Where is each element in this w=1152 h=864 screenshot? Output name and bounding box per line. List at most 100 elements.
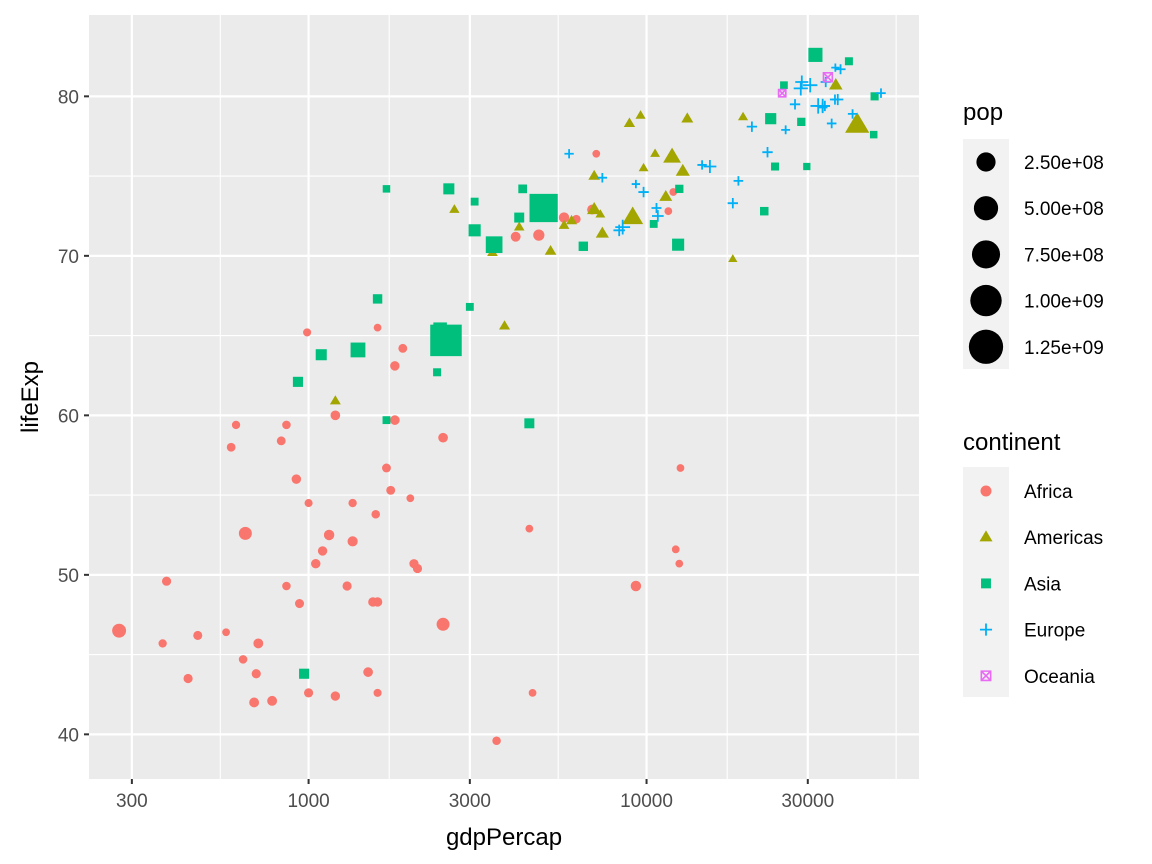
point-africa: [330, 410, 341, 421]
point-europe: [831, 63, 840, 72]
point-asia: [771, 162, 780, 171]
point-europe: [615, 219, 631, 235]
point-americas: [828, 78, 843, 90]
point-africa: [193, 630, 203, 640]
point-africa: [390, 415, 400, 425]
color-legend-key: [980, 485, 992, 497]
point-africa: [317, 546, 328, 556]
point-americas: [544, 244, 557, 255]
point-africa: [276, 436, 286, 446]
color-legend-key: [979, 530, 993, 542]
point-asia: [443, 183, 455, 195]
point-africa: [291, 474, 302, 484]
point-africa: [373, 688, 382, 697]
point-europe: [847, 109, 858, 119]
point-europe: [803, 78, 818, 93]
point-africa: [231, 420, 241, 430]
point-africa: [373, 323, 382, 332]
point-americas: [638, 162, 649, 172]
point-africa: [368, 597, 378, 607]
x-tick-label: 300: [116, 791, 148, 812]
point-europe: [835, 64, 846, 75]
size-legend: pop 2.50e+08 5.00e+08 7.50e+08 1.00e+09 1.25…: [963, 99, 1104, 369]
color-legend-label: Americas: [1024, 528, 1103, 549]
size-legend-label: 1.00e+09: [1024, 292, 1104, 313]
point-asia: [485, 236, 503, 254]
plot-panel: [89, 15, 919, 779]
point-europe: [826, 118, 837, 129]
point-asia: [869, 130, 878, 139]
color-legend: continent Africa Americas Asia Europe Oceani…: [963, 429, 1103, 697]
point-asia: [382, 416, 391, 425]
x-axis-ticks: 300 1000 3000 10000 30000: [116, 779, 834, 812]
x-tick-label: 30000: [781, 791, 834, 812]
major-grid: [89, 15, 919, 779]
point-africa: [390, 361, 400, 371]
point-africa: [323, 529, 335, 541]
size-legend-label: 5.00e+08: [1024, 199, 1104, 220]
point-africa: [371, 509, 380, 519]
color-legend-items: Africa Americas Asia Europe Oceania: [979, 482, 1103, 688]
point-africa: [222, 628, 230, 637]
point-africa: [161, 576, 172, 586]
color-legend-label: Africa: [1024, 482, 1073, 503]
point-asia: [470, 197, 479, 206]
point-europe: [815, 98, 830, 114]
point-americas: [595, 209, 606, 218]
point-asia: [675, 184, 684, 193]
size-legend-key: [971, 240, 1001, 269]
point-asia: [765, 113, 777, 125]
size-legend-title: pop: [963, 99, 1003, 126]
point-africa: [671, 545, 680, 554]
point-americas: [663, 147, 681, 163]
x-tick-label: 1000: [287, 791, 329, 812]
point-asia: [315, 349, 327, 361]
point-asia: [870, 92, 879, 101]
point-africa: [253, 638, 264, 649]
point-europe: [703, 160, 717, 173]
point-americas: [728, 254, 738, 262]
point-asia: [465, 302, 474, 311]
point-africa: [438, 432, 448, 443]
point-africa: [267, 695, 278, 706]
point-europe: [832, 93, 844, 106]
size-legend-items: 2.50e+08 5.00e+08 7.50e+08 1.00e+09 1.25e+09: [968, 152, 1104, 364]
size-legend-label: 2.50e+08: [1024, 153, 1104, 174]
point-asia: [350, 342, 366, 358]
point-africa: [158, 639, 167, 648]
point-asia: [844, 57, 853, 66]
color-legend-key: [979, 623, 993, 636]
point-oceania: [822, 71, 834, 83]
point-americas: [635, 110, 646, 119]
point-asia: [672, 238, 685, 251]
point-africa: [630, 580, 642, 592]
color-legend-key: [980, 670, 992, 682]
point-americas: [681, 112, 694, 123]
point-europe: [652, 210, 664, 222]
point-europe: [789, 99, 801, 110]
color-legend-key: [981, 578, 991, 589]
point-europe: [733, 176, 744, 186]
point-africa: [238, 655, 248, 664]
point-africa: [363, 667, 373, 677]
point-africa: [386, 485, 396, 495]
point-americas: [650, 148, 661, 157]
point-asia: [514, 212, 525, 223]
point-africa: [303, 688, 314, 698]
point-africa: [251, 669, 261, 679]
point-africa: [294, 599, 305, 609]
point-asia: [649, 220, 658, 228]
point-asia: [299, 668, 310, 679]
point-europe: [746, 121, 758, 132]
point-africa: [510, 231, 521, 242]
y-tick-label: 70: [58, 247, 79, 268]
point-asia: [382, 185, 391, 193]
point-asia: [433, 368, 442, 377]
point-europe: [876, 88, 886, 98]
point-europe: [727, 198, 739, 209]
point-africa: [409, 559, 419, 569]
point-africa: [226, 442, 236, 452]
point-africa: [112, 623, 127, 638]
point-europe: [631, 179, 641, 189]
point-americas: [845, 112, 870, 133]
